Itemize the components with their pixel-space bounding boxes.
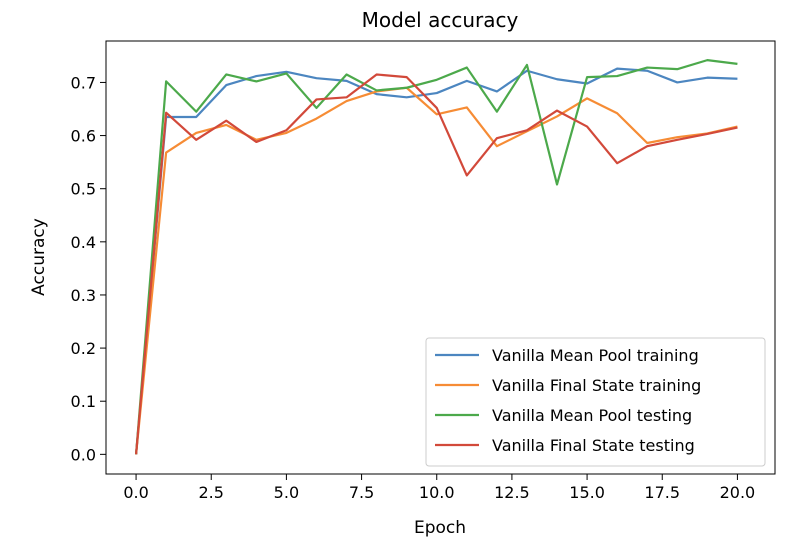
x-tick-label: 7.5 <box>349 483 374 502</box>
x-tick-label: 10.0 <box>419 483 455 502</box>
chart-title: Model accuracy <box>362 8 519 32</box>
x-tick-label: 5.0 <box>274 483 299 502</box>
y-tick-label: 0.3 <box>71 286 96 305</box>
y-axis: 0.0 0.1 0.2 0.3 0.4 0.5 0.6 0.7 <box>71 73 106 464</box>
y-tick-label: 0.4 <box>71 233 96 252</box>
x-tick-label: 17.5 <box>644 483 680 502</box>
series-line-2 <box>134 86 738 455</box>
series-line-3 <box>134 59 738 455</box>
legend-box <box>425 337 766 467</box>
x-tick-label: 15.0 <box>569 483 605 502</box>
y-tick-label: 0.7 <box>71 73 96 92</box>
y-tick-label: 0.0 <box>71 445 96 464</box>
x-tick-label: 0.0 <box>123 483 148 502</box>
legend: Vanilla Mean Pool training Vanilla Final … <box>425 337 766 467</box>
y-axis-title: Accuracy <box>29 218 49 296</box>
y-tick-label: 0.6 <box>71 127 96 146</box>
legend-label-2: Vanilla Final State training <box>492 376 701 395</box>
y-tick-label: 0.2 <box>71 339 96 358</box>
legend-label-4: Vanilla Final State testing <box>492 436 695 455</box>
x-tick-label: 2.5 <box>199 483 224 502</box>
plot-area <box>134 59 738 455</box>
legend-label-3: Vanilla Mean Pool testing <box>492 406 692 425</box>
legend-label-1: Vanilla Mean Pool training <box>492 346 699 365</box>
plot-frame <box>105 40 776 475</box>
x-tick-label: 12.5 <box>494 483 530 502</box>
y-tick-label: 0.1 <box>71 392 96 411</box>
x-axis-title: Epoch <box>414 518 466 538</box>
y-tick-label: 0.5 <box>71 180 96 199</box>
x-tick-label: 20.0 <box>720 483 756 502</box>
series-line-4 <box>134 73 738 455</box>
x-axis: 0.0 2.5 5.0 7.5 10.0 12.5 15.0 17.5 20.0 <box>123 474 755 502</box>
